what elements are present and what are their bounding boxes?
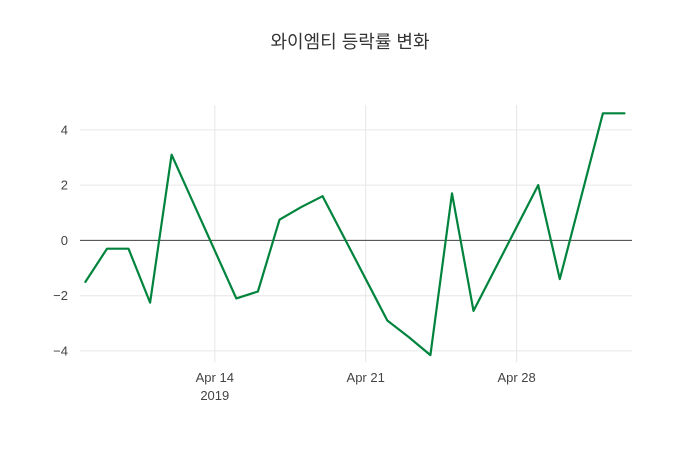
x-tick-label: Apr 21 [347, 370, 385, 385]
y-axis-labels: −4 −2 0 2 4 [53, 122, 68, 358]
y-tick-label: −2 [53, 288, 68, 303]
y-tick-label: −4 [53, 343, 68, 358]
x-tick-label: Apr 14 [196, 370, 234, 385]
chart-title: 와이엠티 등락률 변화 [270, 32, 429, 52]
y-tick-label: 0 [61, 233, 68, 248]
series-line [84, 112, 626, 357]
y-tick-label: 4 [61, 122, 68, 137]
x-axis-labels: Apr 14 2019 Apr 21 Apr 28 [196, 370, 536, 403]
y-tick-label: 2 [61, 178, 68, 193]
x-tick-sublabel: 2019 [200, 388, 229, 403]
x-tick-label: Apr 28 [497, 370, 535, 385]
